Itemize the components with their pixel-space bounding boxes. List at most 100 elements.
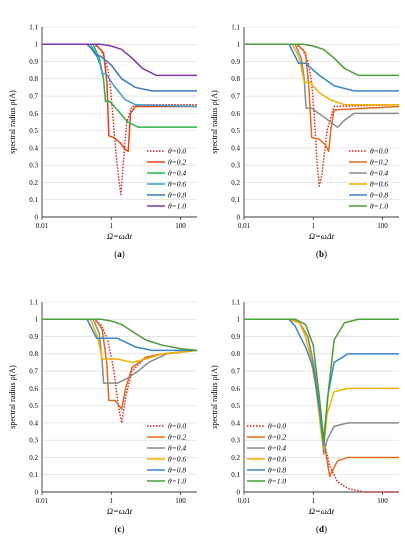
- legend-label: θ=1.0: [268, 477, 286, 486]
- y-tick-label: 0.6: [29, 110, 38, 118]
- y-tick-label: 1.1: [29, 298, 38, 306]
- x-tick-label: 100: [377, 222, 388, 230]
- y-tick-label: 1: [35, 41, 39, 49]
- y-tick-label: 1: [237, 316, 241, 324]
- series-line-0: [244, 43, 400, 187]
- legend-label: θ=0.0: [168, 147, 186, 156]
- legend-label: θ=0.2: [268, 433, 286, 442]
- x-axis-label: Ω=ωΔt: [309, 231, 335, 241]
- panel-caption: (a): [114, 249, 125, 259]
- y-tick-label: 0: [35, 488, 39, 496]
- y-tick-label: 0.1: [231, 196, 240, 204]
- series-line-5: [42, 318, 198, 352]
- y-tick-label: 1: [35, 316, 39, 324]
- x-axis-label: Ω=ωΔt: [107, 231, 133, 241]
- y-tick-label: 0.8: [29, 350, 38, 358]
- y-tick-label: 0.9: [29, 333, 38, 341]
- x-tick-label: 100: [175, 222, 186, 230]
- y-axis-label: spectral radius ρ(A): [8, 90, 17, 154]
- y-tick-label: 0.9: [231, 333, 240, 341]
- legend-label: θ=0.0: [370, 147, 388, 156]
- legend-label: θ=0.8: [370, 191, 388, 200]
- x-tick-label: 0.01: [238, 222, 251, 230]
- x-tick-label: 0.01: [36, 497, 49, 505]
- legend-label: θ=1.0: [168, 477, 186, 486]
- series-line-5: [244, 318, 399, 441]
- y-tick-label: 0.2: [29, 179, 38, 187]
- y-tick-label: 0.9: [29, 58, 38, 66]
- panel-a: 0 0.1 0.2 0.3 0.4 0.5 0.6 0.7 0.8 0.9 1 1.1 0.01 1 100…: [8, 23, 198, 259]
- series-line-4: [244, 43, 399, 92]
- legend-label: θ=0.0: [268, 422, 286, 431]
- x-axis-label: Ω=ωΔt: [309, 506, 335, 516]
- caption-letter: a: [117, 249, 122, 259]
- y-tick-label: 0.6: [29, 385, 38, 393]
- legend-label: θ=0.6: [370, 180, 388, 189]
- y-tick-label: 0.4: [231, 419, 240, 427]
- series-line-1: [42, 318, 198, 410]
- y-tick-label: 0.5: [231, 127, 240, 135]
- y-tick-label: 0.2: [231, 454, 240, 462]
- y-tick-label: 0.6: [231, 110, 240, 118]
- y-tick-label: 0.3: [29, 437, 38, 445]
- y-tick-label: 0.2: [231, 179, 240, 187]
- x-tick-label: 100: [175, 497, 186, 505]
- y-axis-label: spectral radius ρ(A): [210, 90, 219, 154]
- y-tick-label: 0.8: [231, 350, 240, 358]
- legend-label: θ=1.0: [168, 202, 186, 211]
- legend-label: θ=0.4: [168, 169, 186, 178]
- y-tick-label: 0.3: [29, 162, 38, 170]
- y-tick-label: 0.7: [29, 92, 38, 100]
- legend-label: θ=0.4: [268, 444, 286, 453]
- x-tick-label: 1: [311, 497, 315, 505]
- y-tick-label: 0.1: [29, 196, 38, 204]
- legend-label: θ=0.0: [168, 422, 186, 431]
- y-tick-label: 1: [237, 41, 241, 49]
- legend-label: θ=0.6: [168, 455, 186, 464]
- y-axis-label: spectral radius ρ(A): [8, 365, 17, 429]
- y-tick-label: 0.7: [29, 367, 38, 375]
- legend-label: θ=0.8: [268, 466, 286, 475]
- series-line-5: [244, 43, 399, 77]
- panel-d: 0 0.1 0.2 0.3 0.4 0.5 0.6 0.7 0.8 0.9 1 1.1 0.01 1 100…: [210, 298, 399, 534]
- y-tick-label: 1.1: [29, 23, 38, 31]
- legend-label: θ=0.8: [168, 191, 186, 200]
- legend-label: θ=0.4: [168, 444, 186, 453]
- series-line-3: [42, 43, 198, 108]
- panel-caption: (b): [316, 249, 327, 259]
- legend-label: θ=0.4: [370, 169, 388, 178]
- legend-label: θ=0.2: [370, 158, 388, 167]
- y-tick-label: 0: [237, 213, 241, 221]
- series-line-4: [42, 318, 197, 352]
- panel-caption: (d): [316, 524, 327, 534]
- y-tick-label: 0.5: [29, 127, 38, 135]
- series-line-4: [244, 318, 399, 447]
- legend-label: θ=0.6: [268, 455, 286, 464]
- caption-letter: b: [319, 249, 324, 259]
- y-tick-label: 0: [35, 213, 39, 221]
- y-tick-label: 0.2: [29, 454, 38, 462]
- panel-b: 0 0.1 0.2 0.3 0.4 0.5 0.6 0.7 0.8 0.9 1 1.1 0.01 1 100…: [210, 23, 400, 259]
- series-line-1: [244, 43, 400, 153]
- series-line-1: [244, 318, 399, 478]
- y-tick-label: 0.8: [29, 75, 38, 83]
- legend-label: θ=0.6: [168, 180, 186, 189]
- x-tick-label: 0.01: [36, 222, 49, 230]
- y-tick-label: 0.4: [29, 144, 38, 152]
- y-axis-label: spectral radius ρ(A): [210, 365, 219, 429]
- y-tick-label: 0.1: [231, 471, 240, 479]
- legend-label: θ=0.8: [168, 466, 186, 475]
- series-line-4: [42, 43, 197, 92]
- series-line-3: [244, 43, 399, 106]
- y-tick-label: 0.9: [231, 58, 240, 66]
- x-axis-label: Ω=ωΔt: [107, 506, 133, 516]
- y-tick-label: 0.3: [231, 437, 240, 445]
- x-tick-label: 1: [109, 222, 113, 230]
- legend-label: θ=0.2: [168, 158, 186, 167]
- y-tick-label: 0.7: [231, 367, 240, 375]
- y-tick-label: 0.6: [231, 385, 240, 393]
- series-line-2: [244, 43, 399, 128]
- series-line-1: [42, 43, 197, 153]
- series-line-3: [244, 318, 399, 450]
